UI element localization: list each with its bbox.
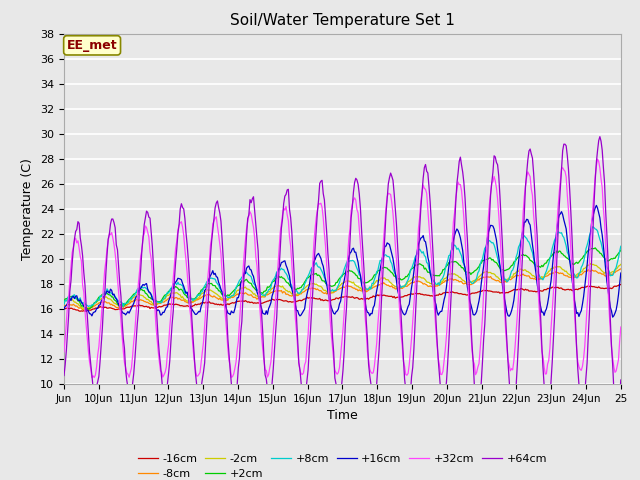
-16cm: [399, 294, 407, 300]
-2cm: [60, 299, 68, 305]
Y-axis label: Temperature (C): Temperature (C): [22, 158, 35, 260]
+2cm: [567, 260, 575, 265]
Line: +8cm: +8cm: [64, 227, 621, 307]
+64cm: [234, 381, 241, 387]
Line: -8cm: -8cm: [64, 269, 621, 310]
Line: +64cm: +64cm: [64, 137, 621, 411]
-16cm: [83, 308, 90, 314]
+8cm: [399, 283, 407, 289]
+16cm: [234, 295, 241, 300]
Title: Soil/Water Temperature Set 1: Soil/Water Temperature Set 1: [230, 13, 455, 28]
-16cm: [373, 293, 381, 299]
-8cm: [567, 275, 575, 280]
-8cm: [296, 291, 304, 297]
+2cm: [234, 283, 242, 288]
+16cm: [609, 314, 616, 320]
+32cm: [470, 361, 478, 367]
+32cm: [617, 324, 625, 330]
-8cm: [617, 266, 625, 272]
+2cm: [296, 285, 304, 290]
-2cm: [399, 285, 407, 290]
+2cm: [84, 306, 92, 312]
-2cm: [373, 277, 381, 283]
+16cm: [372, 295, 380, 300]
+2cm: [399, 276, 407, 282]
-8cm: [373, 283, 381, 289]
Line: +32cm: +32cm: [64, 159, 621, 378]
-8cm: [399, 285, 407, 290]
+2cm: [373, 271, 381, 276]
+8cm: [120, 304, 127, 310]
+32cm: [296, 367, 304, 373]
+2cm: [60, 298, 68, 304]
-2cm: [470, 277, 478, 283]
-16cm: [617, 282, 625, 288]
+16cm: [399, 309, 406, 314]
-8cm: [470, 280, 478, 286]
+16cm: [593, 203, 600, 208]
+64cm: [399, 336, 406, 341]
+2cm: [470, 268, 478, 274]
-2cm: [587, 261, 595, 266]
-16cm: [234, 299, 242, 304]
+2cm: [591, 245, 599, 251]
+64cm: [596, 134, 604, 140]
+8cm: [296, 290, 304, 296]
-8cm: [83, 307, 90, 313]
-8cm: [60, 302, 68, 308]
+16cm: [469, 312, 477, 317]
+64cm: [544, 408, 552, 414]
+64cm: [372, 394, 380, 400]
+2cm: [617, 247, 625, 253]
Legend: -16cm, -8cm, -2cm, +2cm, +8cm, +16cm, +32cm, +64cm: -16cm, -8cm, -2cm, +2cm, +8cm, +16cm, +3…: [134, 449, 551, 480]
+8cm: [470, 278, 478, 284]
+8cm: [617, 243, 625, 249]
+64cm: [617, 377, 625, 383]
Text: EE_met: EE_met: [67, 39, 117, 52]
-16cm: [296, 298, 304, 303]
+32cm: [594, 156, 602, 162]
+64cm: [567, 209, 575, 215]
+32cm: [567, 246, 575, 252]
+8cm: [589, 224, 596, 229]
+8cm: [567, 262, 575, 268]
Line: +2cm: +2cm: [64, 248, 621, 309]
+32cm: [60, 349, 68, 355]
-16cm: [60, 306, 68, 312]
-2cm: [234, 288, 242, 293]
-2cm: [296, 291, 304, 297]
+16cm: [60, 306, 68, 312]
+16cm: [295, 312, 303, 317]
+8cm: [234, 280, 242, 286]
-16cm: [616, 281, 623, 287]
Line: +16cm: +16cm: [64, 205, 621, 317]
-2cm: [617, 262, 625, 267]
+32cm: [373, 340, 381, 346]
+32cm: [399, 359, 407, 364]
+64cm: [295, 360, 303, 365]
+8cm: [373, 269, 381, 275]
-2cm: [567, 273, 575, 279]
-2cm: [80, 306, 88, 312]
+8cm: [60, 301, 68, 307]
Line: -16cm: -16cm: [64, 284, 621, 311]
+64cm: [469, 359, 477, 364]
-8cm: [234, 292, 242, 298]
+16cm: [566, 258, 573, 264]
X-axis label: Time: Time: [327, 409, 358, 422]
-16cm: [470, 290, 478, 296]
+16cm: [617, 270, 625, 276]
+64cm: [60, 372, 68, 378]
-16cm: [567, 287, 575, 292]
+32cm: [234, 338, 242, 344]
+32cm: [88, 375, 96, 381]
Line: -2cm: -2cm: [64, 264, 621, 309]
